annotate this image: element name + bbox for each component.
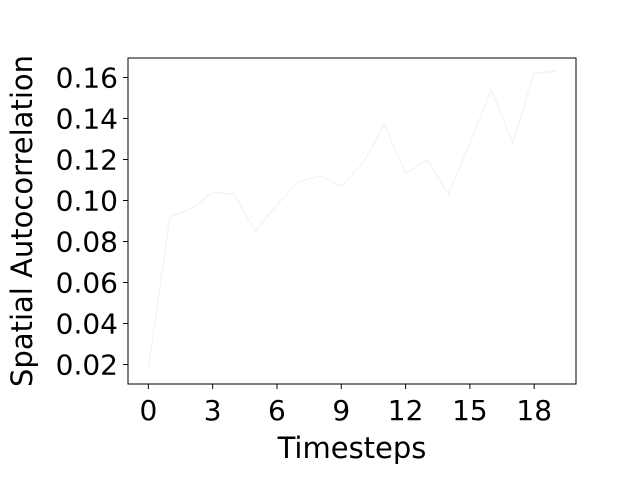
plot-area	[128, 58, 576, 384]
x-tick-label: 3	[204, 394, 222, 427]
series-layer	[147, 70, 556, 369]
x-tick-label: 6	[268, 394, 286, 427]
y-tick-label: 0.12	[56, 143, 118, 176]
y-tick-label: 0.06	[56, 267, 118, 300]
y-tick-label: 0.02	[56, 349, 118, 382]
x-axis: 0 3 6 9 12 15 18	[139, 384, 552, 427]
y-tick-label: 0.14	[56, 102, 118, 135]
plot-frame	[127, 57, 577, 385]
y-tick-label: 0.04	[56, 308, 118, 341]
x-tick-label: 0	[139, 394, 157, 427]
x-tick-label: 18	[516, 394, 552, 427]
x-axis-label: Timesteps	[277, 431, 427, 465]
x-tick-label: 12	[388, 394, 424, 427]
y-tick-label: 0.10	[56, 184, 118, 217]
series-line	[147, 70, 556, 369]
y-tick-label: 0.16	[56, 61, 118, 94]
x-tick-label: 9	[332, 394, 350, 427]
x-tick-label: 15	[452, 394, 488, 427]
y-axis-label: Spatial Autocorrelation	[5, 55, 39, 387]
y-tick-label: 0.08	[56, 226, 118, 259]
y-axis: 0.02 0.04 0.06 0.08 0.10 0.12 0.14 0.16	[56, 61, 128, 382]
